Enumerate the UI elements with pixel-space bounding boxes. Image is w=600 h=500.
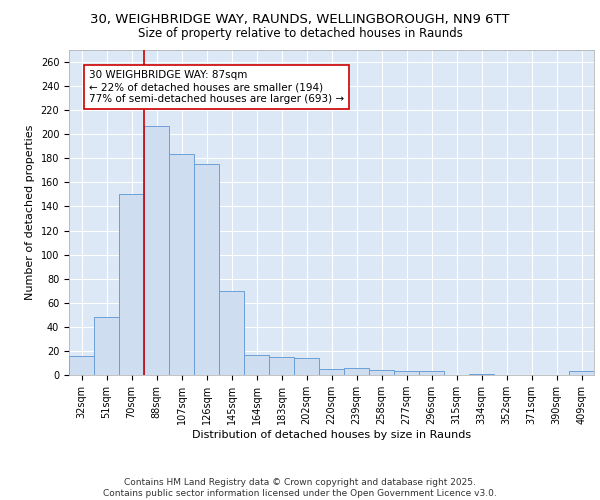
Bar	[94, 317, 119, 375]
Y-axis label: Number of detached properties: Number of detached properties	[25, 125, 35, 300]
Bar	[469, 374, 494, 375]
Bar	[69, 356, 94, 375]
Bar	[244, 354, 269, 375]
X-axis label: Distribution of detached houses by size in Raunds: Distribution of detached houses by size …	[192, 430, 471, 440]
Bar	[369, 370, 394, 375]
Bar	[194, 164, 219, 375]
Bar	[169, 154, 194, 375]
Bar	[419, 372, 444, 375]
Bar	[269, 357, 294, 375]
Bar	[144, 126, 169, 375]
Bar	[219, 290, 244, 375]
Bar	[344, 368, 369, 375]
Text: 30 WEIGHBRIDGE WAY: 87sqm
← 22% of detached houses are smaller (194)
77% of semi: 30 WEIGHBRIDGE WAY: 87sqm ← 22% of detac…	[89, 70, 344, 104]
Bar	[119, 194, 144, 375]
Bar	[319, 369, 344, 375]
Bar	[294, 358, 319, 375]
Bar	[569, 372, 594, 375]
Text: 30, WEIGHBRIDGE WAY, RAUNDS, WELLINGBOROUGH, NN9 6TT: 30, WEIGHBRIDGE WAY, RAUNDS, WELLINGBORO…	[90, 12, 510, 26]
Bar	[394, 372, 419, 375]
Text: Size of property relative to detached houses in Raunds: Size of property relative to detached ho…	[137, 28, 463, 40]
Text: Contains HM Land Registry data © Crown copyright and database right 2025.
Contai: Contains HM Land Registry data © Crown c…	[103, 478, 497, 498]
